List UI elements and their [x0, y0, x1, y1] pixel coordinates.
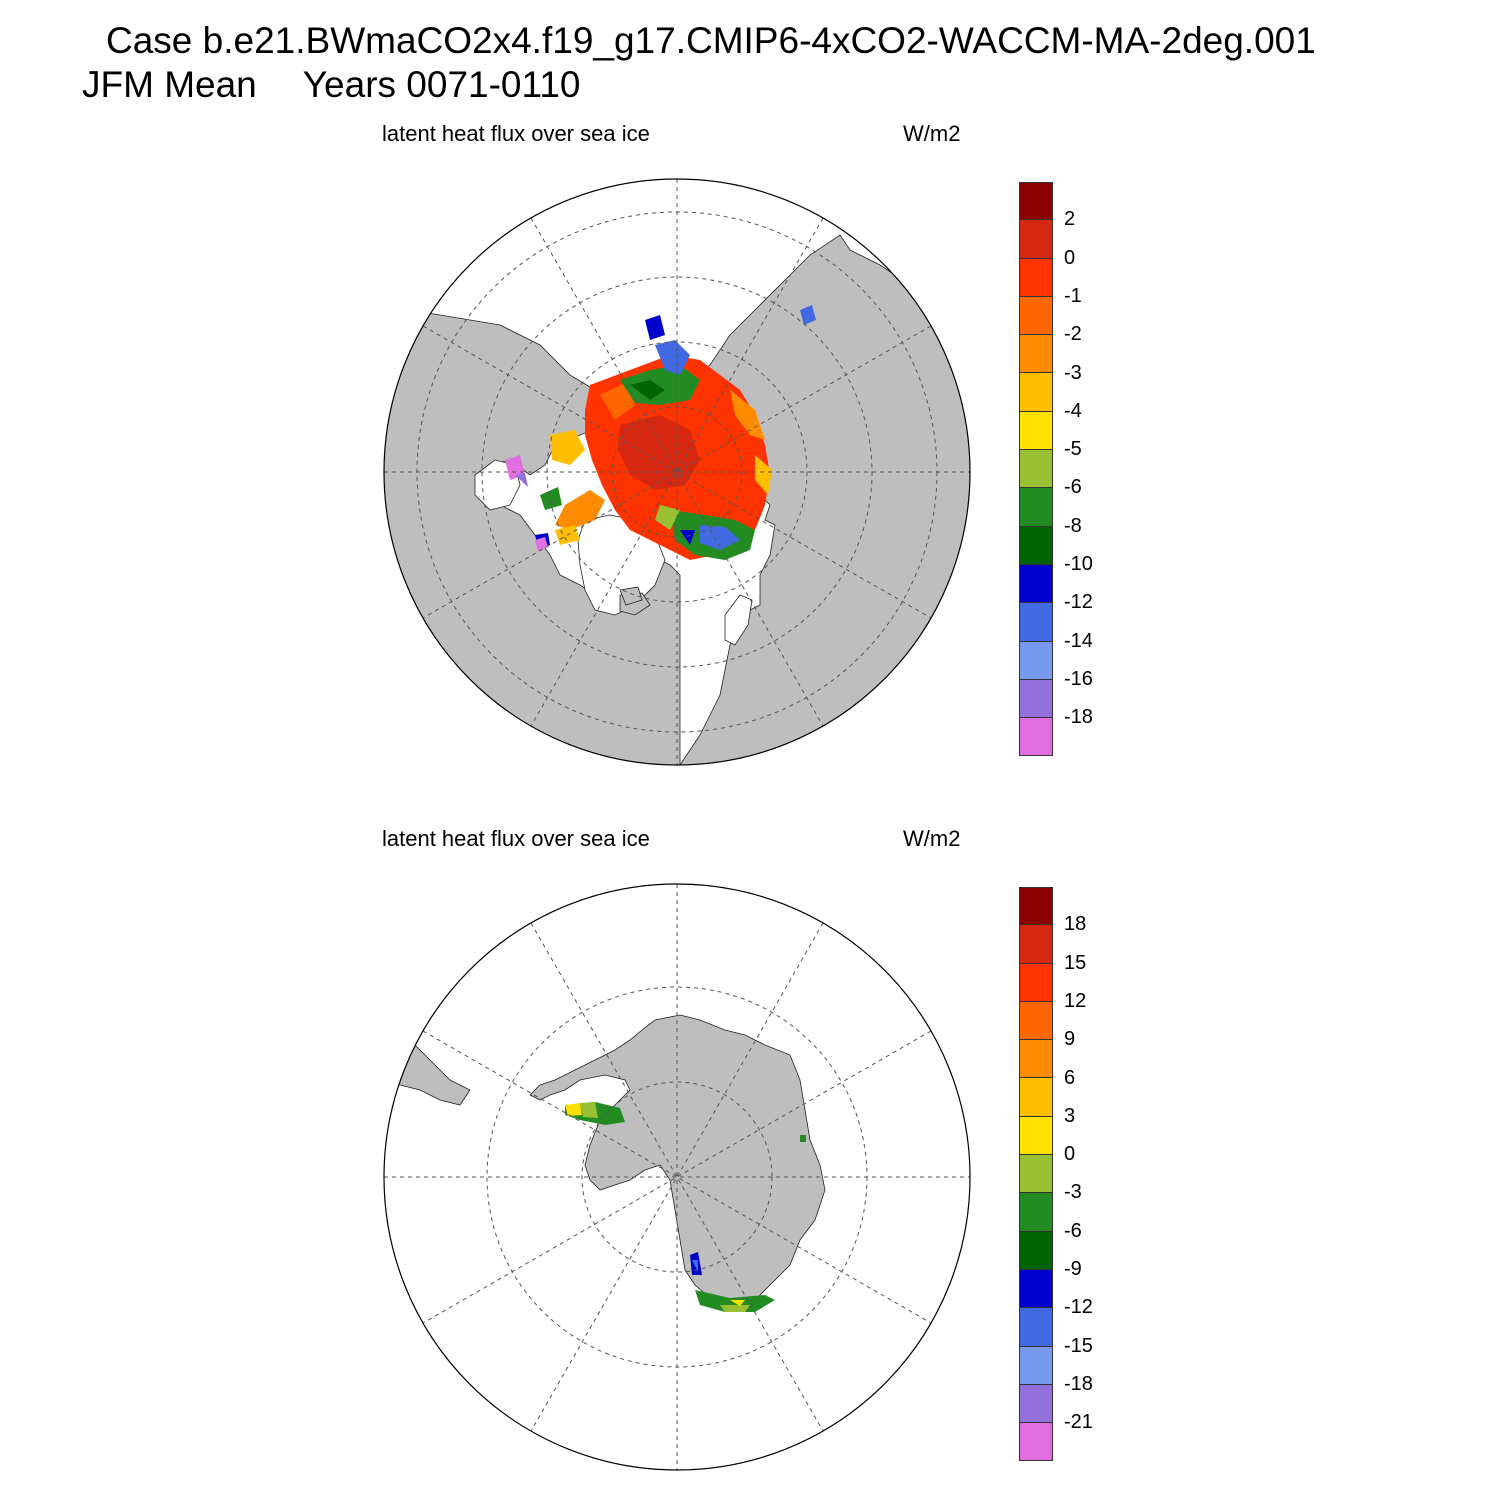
north-colorbar-swatch [1019, 335, 1053, 374]
south-colorbar-swatch [1019, 1040, 1053, 1079]
south-colorbar-label: -15 [1064, 1334, 1093, 1357]
south-colorbar-label: -9 [1064, 1258, 1082, 1280]
south-colorbar-label: 0 [1064, 1143, 1076, 1166]
south-polar-map [383, 883, 971, 1471]
north-colorbar-swatch [1019, 411, 1053, 451]
south-colorbar-label: 18 [1064, 913, 1087, 936]
north-colorbar-label: -5 [1064, 438, 1082, 461]
south-colorbar-swatch [1019, 1116, 1053, 1156]
south-colorbar-label: -18 [1064, 1372, 1093, 1395]
north-colorbar-swatch [1019, 679, 1053, 719]
north-colorbar-swatch [1019, 488, 1053, 527]
south-colorbar-label: 15 [1064, 951, 1087, 974]
north-colorbar-label: -4 [1064, 399, 1082, 422]
north-panel-title: latent heat flux over sea ice [382, 121, 650, 146]
north-colorbar-swatch [1019, 220, 1053, 259]
south-colorbar-swatch [1019, 1384, 1053, 1424]
south-panel-units: W/m2 [903, 826, 961, 851]
north-colorbar-label: -12 [1064, 591, 1093, 614]
south-colorbar-swatch [1019, 1078, 1053, 1117]
season-label: JFM Mean [82, 64, 257, 105]
south-colorbar-label: -21 [1064, 1411, 1093, 1434]
south-colorbar-label: -6 [1064, 1219, 1082, 1242]
south-colorbar-label: 3 [1064, 1104, 1076, 1127]
north-colorbar-label: -10 [1064, 553, 1093, 575]
south-colorbar-swatch [1019, 887, 1053, 926]
north-colorbar-swatch [1019, 258, 1053, 297]
north-colorbar-label: 0 [1064, 246, 1076, 269]
north-colorbar-swatch [1019, 450, 1053, 489]
north-polar-map [383, 178, 971, 766]
north-colorbar-label: -14 [1064, 629, 1093, 652]
north-colorbar-label: -2 [1064, 323, 1082, 346]
south-colorbar-label: 6 [1064, 1066, 1076, 1089]
subtitle-line: JFM Mean Years 0071-0110 [82, 64, 581, 106]
north-colorbar-label: -18 [1064, 706, 1093, 729]
south-colorbar-label: -3 [1064, 1181, 1082, 1204]
south-colorbar-label: 9 [1064, 1028, 1076, 1051]
north-colorbar-label: -8 [1064, 514, 1082, 537]
north-colorbar-swatch [1019, 718, 1053, 757]
south-colorbar-swatch [1019, 1346, 1053, 1385]
north-colorbar-label: -16 [1064, 667, 1093, 690]
south-colorbar-swatch [1019, 1308, 1053, 1347]
south-colorbar-label: 12 [1064, 989, 1087, 1012]
south-colorbar-swatch [1019, 1155, 1053, 1194]
south-colorbar-swatch [1019, 1001, 1053, 1041]
north-colorbar-swatch [1019, 641, 1053, 680]
years-label: Years 0071-0110 [302, 64, 581, 105]
north-colorbar-swatch [1019, 373, 1053, 412]
case-title: Case b.e21.BWmaCO2x4.f19_g17.CMIP6-4xCO2… [106, 20, 1316, 61]
south-colorbar-swatch [1019, 1423, 1053, 1462]
north-colorbar-label: -3 [1064, 361, 1082, 384]
north-colorbar-swatch [1019, 182, 1053, 221]
north-colorbar-label: -1 [1064, 284, 1082, 307]
north-colorbar-label: -6 [1064, 476, 1082, 499]
north-colorbar-swatch [1019, 526, 1053, 565]
antarctica-landmass [529, 1014, 826, 1306]
north-colorbar-label: 2 [1064, 208, 1076, 231]
south-colorbar-swatch [1019, 1269, 1053, 1309]
south-colorbar-swatch [1019, 925, 1053, 964]
south-colorbar-swatch [1019, 963, 1053, 1002]
north-colorbar-swatch [1019, 564, 1053, 604]
south-panel-title: latent heat flux over sea ice [382, 826, 650, 851]
south-colorbar-swatch [1019, 1193, 1053, 1232]
south-colorbar-label: -12 [1064, 1296, 1093, 1319]
north-panel-units: W/m2 [903, 121, 961, 146]
north-colorbar-swatch [1019, 296, 1053, 336]
north-colorbar-swatch [1019, 603, 1053, 642]
south-colorbar-swatch [1019, 1231, 1053, 1270]
